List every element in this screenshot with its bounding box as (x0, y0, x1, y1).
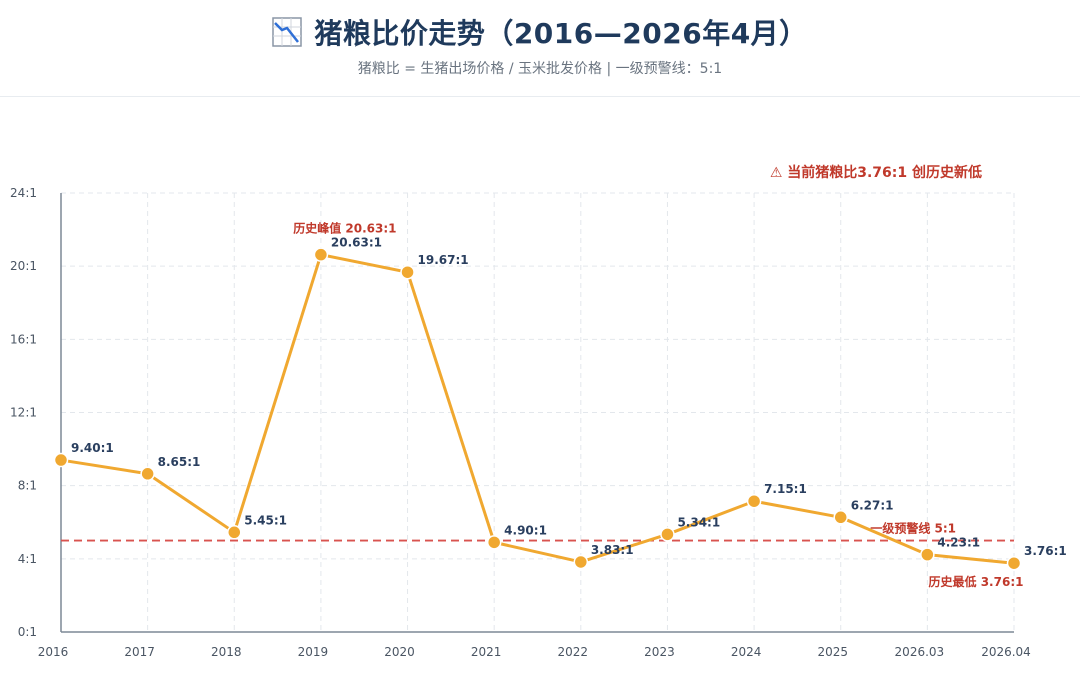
data-point (746, 493, 762, 509)
series-layer (53, 247, 1022, 571)
x-tick-label: 2020 (384, 645, 415, 659)
grid-layer (61, 192, 1015, 632)
warning-line-label: 一级预警线 5:1 (870, 521, 956, 536)
data-label: 3.76:1 (1024, 544, 1067, 558)
data-point (140, 466, 155, 482)
page-title: 猪粮比价走势（2016—2026年4月） (314, 17, 808, 50)
data-point (660, 527, 675, 542)
peak-annotation: 历史峰值 20.63:1 (293, 221, 396, 236)
low-annotation: 历史最低 3.76:1 (929, 574, 1024, 589)
data-label: 4.90:1 (504, 523, 547, 537)
data-point (920, 547, 935, 562)
data-point (1006, 555, 1022, 571)
data-label: 20.63:1 (331, 236, 382, 250)
data-label: 19.67:1 (418, 253, 469, 267)
y-tick-label: 0:1 (18, 625, 37, 639)
data-point (313, 247, 329, 262)
data-label: 8.65:1 (158, 455, 201, 469)
data-label: 3.83:1 (591, 543, 634, 557)
x-tick-label: 2024 (731, 645, 762, 659)
data-label: 5.34:1 (677, 515, 720, 529)
label-layer: 9.40:1 8.65:1 5.45:1 20.63:1 19.67:1 4.90:1 3.… (71, 221, 1067, 590)
x-tick-label: 2025 (817, 645, 848, 659)
x-tick-label: 2018 (211, 645, 242, 659)
x-tick-label: 2026.04 (981, 645, 1031, 659)
data-point (486, 535, 502, 550)
y-tick-label: 24:1 (10, 186, 37, 200)
y-tick-label: 12:1 (10, 406, 37, 420)
x-tick-label: 2023 (644, 645, 675, 659)
data-point (53, 452, 69, 468)
axis-layer: 0:1 4:1 8:1 12:1 16:1 20:1 24:1 2016 2017 2018 201… (10, 186, 1031, 659)
line-chart: 0:1 4:1 8:1 12:1 16:1 20:1 24:1 2016 2017 2018 201… (10, 164, 1067, 659)
data-label: 5.45:1 (244, 513, 287, 527)
data-label: 6.27:1 (851, 498, 894, 512)
data-label: 7.15:1 (764, 482, 807, 496)
x-tick-label: 2022 (558, 645, 589, 659)
chart-decreasing-icon (272, 17, 303, 47)
x-tick-label: 2026.03 (895, 645, 945, 659)
y-tick-label: 4:1 (18, 552, 37, 566)
data-point (833, 510, 848, 525)
x-tick-label: 2016 (38, 645, 69, 659)
y-tick-label: 20:1 (10, 259, 37, 273)
y-tick-label: 8:1 (18, 479, 37, 493)
chart-header: 猪粮比价走势（2016—2026年4月） 猪粮比 = 生猪出场价格 / 玉米批发… (0, 0, 1080, 97)
x-tick-label: 2017 (124, 645, 155, 659)
y-tick-label: 16:1 (10, 332, 37, 346)
data-point (227, 525, 242, 540)
data-label: 4.23:1 (937, 536, 980, 550)
title-row: 猪粮比价走势（2016—2026年4月） (0, 10, 1080, 54)
alert-annotation: ⚠ 当前猪粮比3.76:1 创历史新低 (770, 164, 982, 181)
series-line (60, 253, 1015, 565)
data-point (400, 264, 415, 280)
data-point (573, 554, 589, 570)
page-subtitle: 猪粮比 = 生猪出场价格 / 玉米批发价格 | 一级预警线：5:1 (357, 61, 723, 77)
data-label: 9.40:1 (71, 441, 114, 455)
x-tick-label: 2019 (298, 645, 329, 659)
x-tick-label: 2021 (471, 645, 502, 659)
